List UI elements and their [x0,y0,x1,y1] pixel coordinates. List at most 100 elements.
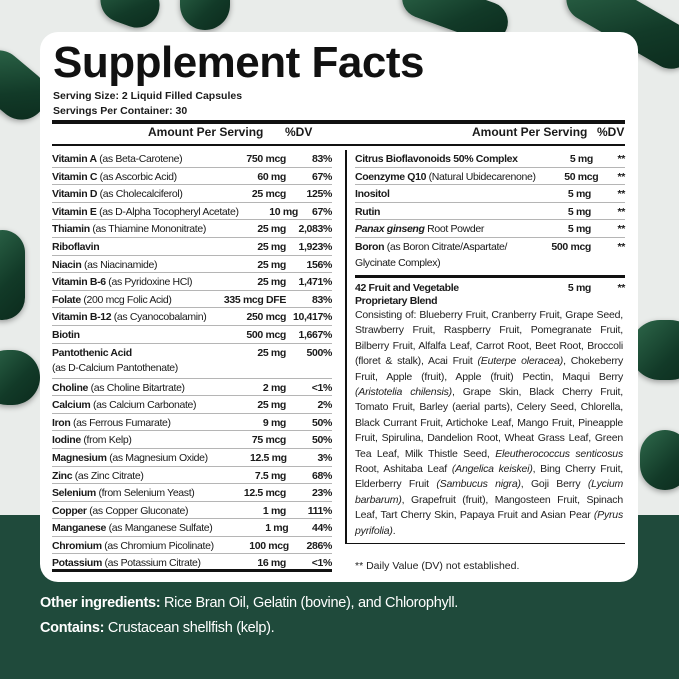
nutrient-name: Choline (as Choline Bitartrate) [52,382,206,394]
nutrient-source-line2: Glycinate Complex) [355,256,441,269]
nutrient-source: (as Ferrous Fumarate) [70,416,171,429]
contains-value: Crustacean shellfish (kelp). [104,620,275,636]
nutrient-row: Boron (as Boron Citrate/Aspartate/500 mc… [355,238,625,273]
nutrient-label: Coenzyme Q10 [355,170,427,183]
blend-text-segment: , Chokeberry Fruit, Apple (fruit), Apple… [355,355,623,383]
blend-rule [355,274,625,278]
nutrient-label: Vitamin B-12 [52,311,112,324]
nutrient-amount: 16 mg [257,557,286,570]
nutrient-name: Iron (as Ferrous Fumarate) [52,417,206,429]
nutrient-source: (as Magnesium Oxide) [106,451,208,464]
nutrient-name: Niacin (as Niacinamide) [52,259,206,271]
nutrient-row: Folate (200 mcg Folic Acid) 335 mcg DFE 83… [52,291,332,309]
nutrient-amount: 7.5 mg [254,469,287,482]
nutrient-label: Niacin [52,258,82,271]
nutrient-dv: 125% [306,188,333,201]
nutrient-row: Chromium (as Chromium Picolinate) 100 mcg… [52,537,332,555]
nutrient-amount: 25 mg [257,346,286,359]
nutrient-label: Copper [52,504,87,517]
nutrient-dv: 2,083% [298,223,332,236]
blend-dv: ** [617,281,626,294]
nutrient-row: Copper (as Copper Gluconate) 1 mg 111% [52,502,332,520]
nutrient-label: Potassium [52,557,102,570]
nutrient-dv: 68% [312,469,332,482]
nutrient-row: Panax ginseng Root Powder 5 mg ** [355,220,625,238]
nutrient-name: Inositol [355,188,511,200]
nutrient-label: Vitamin B-6 [52,276,106,289]
blend-text-segment: (Lycium barbarum) [355,478,624,506]
nutrient-source: (as Ascorbic Acid) [97,170,178,183]
nutrient-dv: ** [617,153,626,165]
capsule-image [640,430,679,490]
blend-text-segment: (Euterpe oleracea) [477,355,564,368]
nutrient-label: Biotin [52,328,80,341]
nutrient-source: (as Cholecalciferol) [97,188,183,201]
nutrient-amount: 250 mcg [246,311,287,324]
nutrient-amount: 1 mg [265,522,289,535]
other-ingredients-label: Other ingredients: [40,595,161,611]
nutrient-amount: 60 mg [257,170,286,183]
nutrient-source: (as Calcium Carbonate) [90,399,197,412]
nutrient-dv: 500% [306,346,333,359]
nutrient-source: (as Beta-Carotene) [96,153,183,165]
nutrient-source: (as Cyanocobalamin) [111,311,207,324]
blend-text-segment: Eleutherococcus senticosus [495,447,623,460]
nutrient-amount: 5 mg [567,188,591,201]
nutrient-name: Vitamin B-6 (as Pyridoxine HCl) [52,276,206,288]
nutrient-row: Vitamin B-12 (as Cyanocobalamin) 250 mcg 1… [52,308,332,326]
nutrient-dv: ** [617,240,626,253]
nutrient-source: (from Selenium Yeast) [95,487,195,500]
nutrient-label: Riboflavin [52,240,100,253]
capsule-image [0,230,25,320]
nutrient-amount: 25 mg [257,258,286,271]
nutrient-dv: 83% [312,153,332,165]
nutrient-label: Manganese [52,522,107,535]
nutrient-source: (as Copper Gluconate) [86,504,189,517]
nutrient-label: Thiamin [52,223,90,236]
nutrient-row: Magnesium (as Magnesium Oxide) 12.5 mg 3% [52,449,332,467]
nutrient-dv: 83% [312,293,332,306]
right-rows: Citrus Bioflavonoids 50% Complex 5 mg ** Co… [355,150,625,273]
nutrient-row: Manganese (as Manganese Sulfate) 1 mg 44% [52,519,332,537]
nutrient-row: Inositol 5 mg ** [355,185,625,203]
nutrient-dv: 2% [317,399,333,412]
nutrient-label: Calcium [52,399,91,412]
nutrient-label: Rutin [355,205,381,218]
right-nutrient-table: Citrus Bioflavonoids 50% Complex 5 mg ** Co… [345,150,626,545]
header-rule [52,144,625,146]
nutrient-source: (as D-Alpha Tocopheryl Acetate) [96,205,239,218]
nutrient-dv: 111% [307,504,333,517]
nutrient-dv: 286% [306,539,333,552]
nutrient-name: Citrus Bioflavonoids 50% Complex [355,153,518,165]
nutrient-name: Rutin [355,206,511,218]
nutrient-name: Iodine (from Kelp) [52,434,206,446]
nutrient-label: Pantothenic Acid [52,346,132,359]
nutrient-name: Magnesium (as Magnesium Oxide) [52,452,208,464]
nutrient-source: (as Boron Citrate/Aspartate/ [384,240,508,253]
nutrient-label: Panax ginseng [355,223,425,236]
nutrient-name: Selenium (from Selenium Yeast) [52,487,206,499]
nutrient-amount: 10 mg [269,205,298,218]
nutrient-name: Zinc (as Zinc Citrate) [52,470,206,482]
nutrient-amount: 75 mcg [251,434,286,447]
nutrient-source: (as Chromium Picolinate) [101,539,214,552]
nutrient-dv: 3% [317,451,333,464]
capsule-image [630,320,679,380]
blend-text-segment: , Grape Skin, Black Cherry Fruit, Tomato… [355,386,623,460]
blend-amount: 5 mg [567,281,591,294]
nutrient-row: Niacin (as Niacinamide) 25 mg 156% [52,256,332,274]
serving-size: Serving Size: 2 Liquid Filled Capsules [53,90,243,102]
nutrient-label: Iodine [52,434,81,447]
nutrient-dv: 156% [306,258,333,271]
nutrient-name: Chromium (as Chromium Picolinate) [52,540,214,552]
blend-text-segment: . [392,524,396,537]
right-amount-header: Amount Per Serving [472,125,588,139]
left-bottom-rule [52,569,332,572]
nutrient-label: Vitamin C [52,170,98,183]
nutrient-name: Vitamin E (as D-Alpha Tocopheryl Acetate… [52,206,239,218]
nutrient-source: (from Kelp) [80,434,132,447]
nutrient-row: Vitamin B-6 (as Pyridoxine HCl) 25 mg 1,47… [52,273,332,291]
nutrient-row: Pantothenic Acid 25 mg 500% (as D-Calcium P… [52,344,332,379]
capsule-image [180,0,230,30]
nutrient-amount: 50 mcg [564,170,599,183]
